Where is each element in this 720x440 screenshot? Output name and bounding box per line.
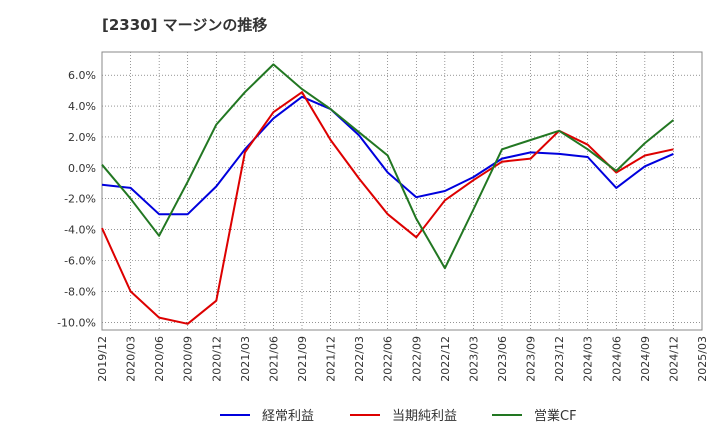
- legend-label-2: 当期純利益: [392, 409, 457, 424]
- x-tick-label: 2025/03: [696, 336, 709, 382]
- x-tick-label: 2021/06: [267, 336, 280, 382]
- x-axis: 2019/12 2020/03 2020/06 2020/09 2020/12 2021/…: [96, 336, 709, 382]
- grid: [102, 52, 702, 330]
- x-tick-label: 2023/03: [467, 336, 480, 382]
- series-line-3: [101, 63, 675, 270]
- series-line-2: [101, 91, 674, 325]
- legend: 経常利益 当期純利益 営業CF: [220, 408, 577, 424]
- legend-label-1: 経常利益: [262, 409, 314, 424]
- chart-title: [2330] マージンの推移: [102, 16, 268, 34]
- y-tick-label: 2.0%: [68, 131, 96, 144]
- y-tick-label: -6.0%: [64, 255, 96, 268]
- series-line-1: [101, 95, 674, 216]
- x-tick-label: 2023/06: [496, 336, 509, 382]
- x-tick-label: 2020/09: [182, 336, 195, 382]
- y-tick-label: -8.0%: [64, 285, 96, 298]
- plot-frame: [101, 51, 703, 331]
- legend-label-3: 営業CF: [534, 408, 577, 424]
- x-tick-label: 2024/03: [582, 336, 595, 382]
- x-tick-label: 2022/12: [439, 336, 452, 382]
- x-tick-label: 2023/09: [525, 336, 538, 382]
- x-tick-label: 2024/12: [667, 336, 680, 382]
- y-axis: 6.0% 4.0% 2.0% 0.0% -2.0% -4.0% -6.0% -8.0% -10.…: [57, 69, 96, 329]
- x-tick-label: 2020/03: [125, 336, 138, 382]
- x-tick-label: 2022/09: [410, 336, 423, 382]
- x-tick-label: 2022/03: [353, 336, 366, 382]
- y-tick-label: -2.0%: [64, 193, 96, 206]
- y-tick-label: 6.0%: [68, 69, 96, 82]
- y-tick-label: 0.0%: [68, 162, 96, 175]
- x-tick-label: 2020/06: [153, 336, 166, 382]
- x-tick-label: 2021/12: [325, 336, 338, 382]
- x-tick-label: 2021/03: [239, 336, 252, 382]
- x-tick-label: 2022/06: [382, 336, 395, 382]
- x-tick-label: 2024/06: [610, 336, 623, 382]
- x-tick-label: 2020/12: [210, 336, 223, 382]
- x-tick-label: 2019/12: [96, 336, 109, 382]
- y-tick-label: -10.0%: [57, 316, 96, 329]
- x-tick-label: 2024/09: [639, 336, 652, 382]
- y-tick-label: 4.0%: [68, 100, 96, 113]
- x-tick-label: 2021/09: [296, 336, 309, 382]
- series-lines: [101, 63, 675, 325]
- y-tick-label: -4.0%: [64, 224, 96, 237]
- x-tick-label: 2023/12: [553, 336, 566, 382]
